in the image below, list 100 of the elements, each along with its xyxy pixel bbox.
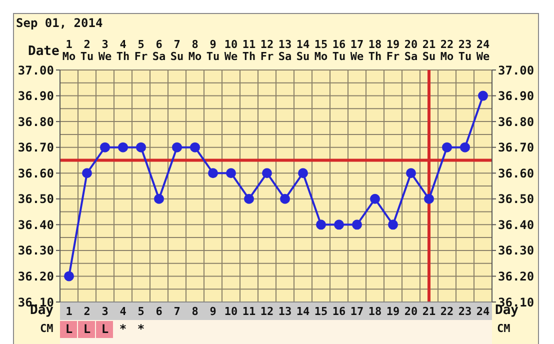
x2-tick-label: 12 — [260, 38, 274, 51]
text: CM — [40, 322, 54, 335]
text: We — [97, 50, 113, 63]
text: We — [223, 50, 239, 63]
y2-tick-label: 36.50 — [498, 192, 534, 206]
text: Fr — [133, 50, 149, 63]
point — [262, 168, 272, 178]
y2-tick-label: 36.60 — [498, 166, 534, 180]
y2-tick-label: 36.40 — [498, 218, 534, 232]
x2-tick-label: 24 — [476, 38, 490, 51]
text: Fr — [385, 50, 401, 63]
x2-tick-label: 7 — [174, 38, 180, 51]
y-tick-label: 36.90 — [18, 89, 54, 104]
text: * — [136, 322, 146, 336]
y2-tick-label: 36.20 — [498, 269, 534, 284]
x2-tick-label: 22 — [440, 38, 454, 51]
x2-tick-label: 8 — [192, 38, 198, 51]
text: We — [349, 50, 365, 63]
y-tick-label: 36.20 — [18, 269, 54, 284]
x-tick-label: 4 — [120, 304, 127, 318]
x2-tick-label: 6 — [156, 38, 163, 51]
x-tick-label: 1 — [66, 304, 73, 318]
point — [172, 142, 182, 152]
x2-tick-label: 4 — [120, 38, 127, 51]
x2-tick-label: 1 — [66, 38, 73, 51]
y-tick-label: 36.50 — [18, 192, 54, 206]
x-tick-label: 18 — [368, 304, 382, 318]
point — [478, 90, 488, 101]
x2-tick-label: 11 — [242, 38, 256, 51]
point — [316, 220, 326, 230]
text: Th — [367, 50, 383, 63]
y2-tick-label: 36.70 — [498, 140, 534, 155]
x2-tick-label: 19 — [386, 38, 400, 51]
point — [442, 142, 452, 152]
point — [460, 142, 470, 152]
text: Su — [169, 50, 185, 63]
x-tick-label: 13 — [278, 304, 292, 318]
point — [334, 220, 344, 230]
text: CM — [497, 322, 510, 335]
x2-tick-label: 23 — [458, 38, 472, 51]
point — [298, 168, 308, 178]
y-tick-label: 36.80 — [18, 114, 54, 129]
text: Mo — [187, 50, 203, 63]
point — [208, 168, 218, 178]
x2-tick-label: 15 — [314, 38, 328, 51]
point — [352, 220, 362, 230]
point — [100, 142, 110, 152]
text: Su — [295, 50, 311, 63]
point — [388, 220, 398, 230]
x-tick-label: 3 — [102, 304, 108, 318]
x2-tick-label: 16 — [332, 38, 346, 51]
point — [370, 194, 380, 204]
point — [406, 168, 416, 178]
point — [190, 142, 200, 152]
text: Th — [241, 50, 257, 63]
text: Th — [115, 50, 131, 63]
text: Tu — [79, 50, 95, 63]
text: Sa — [403, 50, 419, 63]
x-tick-label: 22 — [440, 304, 454, 318]
text: Fr — [259, 50, 275, 63]
x-tick-label: 21 — [422, 304, 436, 318]
point — [136, 142, 146, 152]
x-tick-label: 23 — [458, 304, 472, 318]
x-tick-label: 6 — [156, 304, 163, 318]
x-tick-label: 11 — [242, 304, 256, 318]
y2-tick-label: 36.30 — [498, 244, 534, 258]
x2-tick-label: 13 — [278, 38, 292, 51]
x-tick-label: 7 — [174, 304, 180, 318]
x2-tick-label: 17 — [350, 38, 364, 51]
text: Sa — [151, 50, 167, 63]
text: Mo — [61, 50, 77, 63]
text: * — [118, 322, 128, 336]
text: L — [96, 322, 114, 336]
y-tick-label: 36.30 — [18, 244, 54, 258]
point — [82, 168, 92, 178]
y-tick-label: 37.00 — [18, 63, 54, 78]
x2-tick-label: 18 — [368, 38, 382, 51]
y-tick-label: 36.60 — [18, 166, 54, 180]
x-tick-label: 5 — [138, 304, 144, 318]
text: Mo — [439, 50, 455, 63]
x2-axis-title: Date — [28, 44, 60, 59]
y2-tick-label: 36.80 — [498, 114, 534, 129]
text: Tu — [205, 50, 221, 63]
x2-tick-label: 2 — [84, 38, 90, 51]
x-tick-label: 9 — [210, 304, 216, 318]
x2-tick-label: 20 — [404, 38, 418, 51]
text: Sa — [277, 50, 293, 63]
y-tick-label: 36.70 — [18, 140, 54, 155]
text: We — [475, 50, 491, 63]
x-tick-label: 10 — [224, 304, 238, 318]
y2-tick-label: 36.90 — [498, 89, 534, 104]
x-tick-label: 15 — [314, 304, 328, 318]
x-tick-label: 16 — [332, 304, 346, 318]
point — [118, 142, 128, 152]
x-tick-label: 24 — [476, 304, 490, 318]
x2-tick-label: 21 — [422, 38, 436, 51]
x-tick-label: 20 — [404, 304, 418, 318]
text: Su — [421, 50, 437, 63]
x2-tick-label: 3 — [102, 38, 108, 51]
x-tick-label: 12 — [260, 304, 274, 318]
